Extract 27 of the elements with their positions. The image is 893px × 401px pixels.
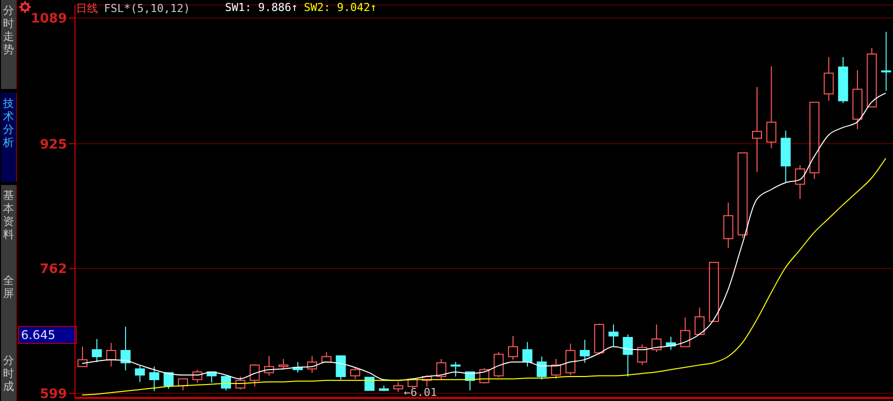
text: SW1: 9.886↑ — [225, 1, 298, 14]
text: 基本资料 — [1, 185, 17, 274]
chart-subtitle: FSL*(5,10,12) — [104, 2, 190, 15]
y-tick-label: 1089 — [30, 12, 67, 27]
text: 分时走势 — [1, 0, 17, 89]
candlestick — [120, 326, 131, 371]
chart-title: 日线 — [76, 2, 98, 15]
candlestick — [780, 130, 791, 184]
text: 技术分析 — [1, 93, 17, 182]
y-tick-label: 599 — [40, 387, 67, 401]
candlestick — [723, 202, 734, 248]
candlestick — [752, 86, 762, 173]
text: 6.645 — [18, 326, 77, 344]
candlestick — [106, 342, 116, 368]
candlestick — [795, 164, 806, 200]
line-series — [82, 158, 886, 396]
annotation: ←6.01 — [404, 386, 438, 399]
candlestick — [608, 324, 618, 348]
text: 全屏 — [1, 270, 17, 354]
candlestick — [766, 66, 776, 149]
candlestick — [264, 355, 274, 376]
text: SW2: 9.042↑ — [304, 1, 377, 14]
y-tick-label: 762 — [40, 262, 67, 278]
y-tick-label: 925 — [40, 137, 67, 152]
candlestick — [881, 31, 892, 92]
candlestick — [852, 70, 862, 130]
candlestick — [824, 56, 834, 102]
